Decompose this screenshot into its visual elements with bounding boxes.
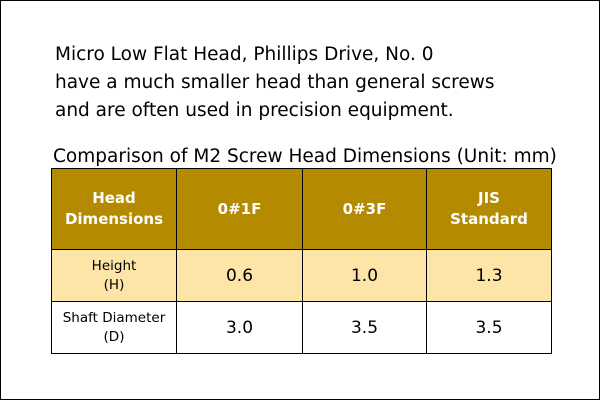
header-head-dimensions-line-1: Head [92,189,136,207]
row-label-height-line-1: Height [91,257,137,274]
table-row-height: Height (H) 0.6 1.0 1.3 [51,249,552,302]
row-label-height: Height (H) [51,249,177,302]
table-header-row: Head Dimensions 0#1F 0#3F JIS Standard [51,168,552,250]
header-jis-standard-line-1: JIS [478,189,500,207]
cell-shaft-0-3f: 3.5 [302,301,427,354]
cell-height-0-3f: 1.0 [302,249,427,302]
header-jis-standard: JIS Standard [426,168,552,250]
row-label-shaft-diameter-line-2: (D) [103,328,125,345]
cell-height-0-1f: 0.6 [176,249,303,302]
intro-line-1: Micro Low Flat Head, Phillips Drive, No.… [55,44,434,65]
row-label-height-line-2: (H) [103,276,125,293]
header-head-dimensions-line-2: Dimensions [64,210,164,228]
intro-line-3: and are often used in precision equipmen… [55,100,454,121]
intro-paragraph: Micro Low Flat Head, Phillips Drive, No.… [55,41,585,125]
header-0-3f: 0#3F [302,168,427,250]
header-0-1f: 0#1F [176,168,303,250]
cell-height-jis: 1.3 [426,249,552,302]
header-jis-standard-line-2: Standard [450,210,528,228]
table-caption: Comparison of M2 Screw Head Dimensions (… [53,146,557,167]
dimensions-table: Head Dimensions 0#1F 0#3F JIS Standard H… [51,168,552,354]
intro-line-2: have a much smaller head than general sc… [55,72,495,93]
row-label-shaft-diameter: Shaft Diameter (D) [51,301,177,354]
row-label-shaft-diameter-line-1: Shaft Diameter [62,309,166,326]
cell-shaft-0-1f: 3.0 [176,301,303,354]
table-row-shaft-diameter: Shaft Diameter (D) 3.0 3.5 3.5 [51,301,552,354]
header-head-dimensions: Head Dimensions [51,168,177,250]
cell-shaft-jis: 3.5 [426,301,552,354]
